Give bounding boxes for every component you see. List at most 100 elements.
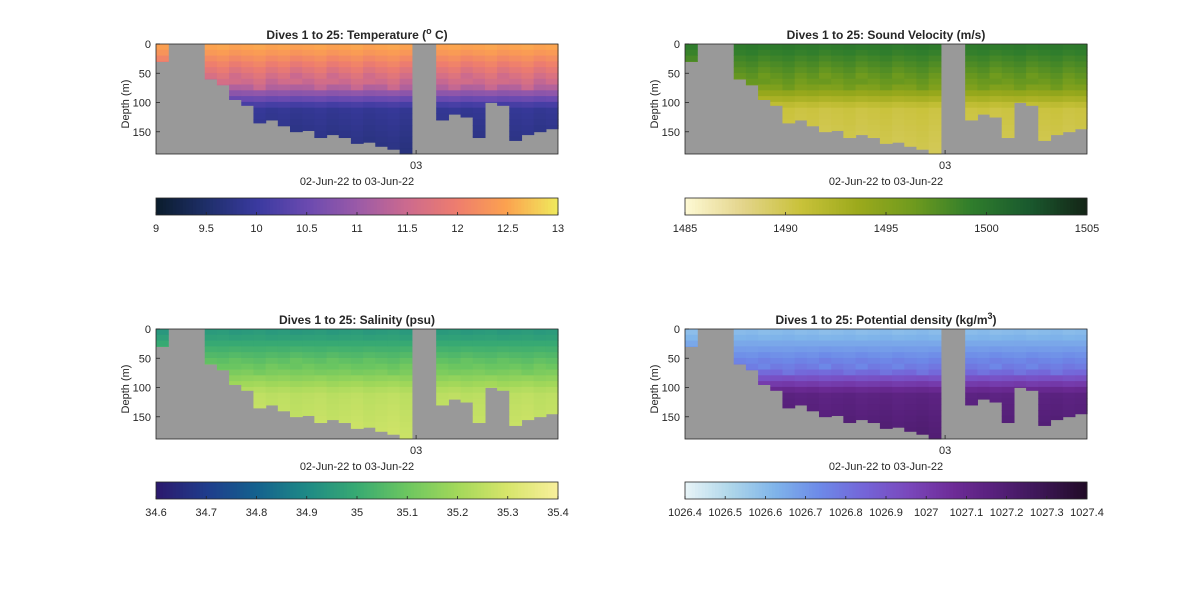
colorbar-segment (457, 482, 462, 499)
colorbar-segment (822, 482, 827, 499)
data-cell (533, 352, 547, 359)
colorbar-segment (333, 482, 338, 499)
data-cell (1050, 340, 1064, 347)
x-tick-label: 03 (939, 445, 951, 457)
colorbar-segment (718, 482, 723, 499)
data-cell (521, 67, 535, 74)
data-cell (843, 107, 857, 114)
data-cell (241, 44, 255, 51)
data-cell (521, 90, 535, 97)
colorbar-segment (1066, 482, 1071, 499)
data-cell (436, 96, 449, 103)
data-cell (533, 113, 547, 120)
data-cell (387, 357, 401, 365)
colorbar-segment (792, 198, 797, 215)
data-cell (460, 72, 474, 80)
colorbar-segment (450, 198, 455, 215)
data-cell (375, 55, 389, 62)
colorbar-segment (162, 198, 167, 215)
data-cell (904, 352, 918, 359)
data-cell (794, 329, 808, 336)
data-cell (375, 346, 389, 353)
colorbar-segment (1009, 482, 1014, 499)
data-cell (806, 375, 820, 382)
colorbar-segment (279, 482, 284, 499)
data-cell (977, 49, 991, 56)
data-cell (204, 363, 218, 365)
colorbar-segment (360, 198, 365, 215)
data-cell (855, 375, 869, 382)
data-cell (497, 55, 510, 62)
colorbar-segment (413, 198, 418, 215)
colorbar-segment (735, 482, 740, 499)
data-cell (460, 334, 474, 341)
data-cell (253, 375, 267, 382)
colorbar-segment (912, 198, 917, 215)
data-cell (916, 78, 930, 85)
data-cell (855, 96, 869, 103)
colorbar-segment (410, 198, 415, 215)
data-cell (892, 352, 905, 359)
data-cell (879, 136, 893, 143)
y-axis-label: Depth (m) (649, 80, 661, 129)
data-cell (216, 363, 230, 370)
data-cell (831, 44, 844, 51)
data-cell (326, 72, 340, 80)
data-cell (806, 352, 820, 359)
colorbar-segment (731, 482, 736, 499)
colorbar-segment (959, 482, 964, 499)
data-cell (1038, 340, 1052, 347)
colorbar-segment (353, 198, 358, 215)
data-cell (1050, 49, 1064, 56)
data-cell (685, 329, 698, 336)
data-cell (1013, 101, 1027, 103)
data-cell (1026, 363, 1039, 370)
data-cell (387, 363, 401, 370)
data-cell (545, 84, 559, 91)
data-cell (253, 49, 267, 56)
colorbar-segment (330, 198, 335, 215)
data-cell (436, 340, 449, 347)
colorbar-segment (434, 482, 438, 499)
data-cell (265, 119, 279, 121)
data-cell (314, 421, 328, 424)
data-cell (399, 78, 413, 85)
data-cell (916, 101, 930, 109)
data-cell (277, 352, 291, 359)
data-cell (253, 101, 267, 109)
data-cell (1026, 386, 1039, 391)
data-cell (533, 119, 547, 126)
data-cell (855, 125, 869, 132)
data-cell (265, 386, 279, 394)
data-cell (363, 392, 376, 399)
data-cell (1038, 375, 1052, 382)
data-cell (855, 101, 869, 109)
data-cell (399, 72, 413, 80)
data-cell (375, 96, 389, 103)
colorbar-segment (859, 482, 864, 499)
data-cell (545, 72, 559, 80)
data-cell (521, 352, 535, 359)
data-cell (794, 392, 808, 399)
colorbar-segment (795, 198, 800, 215)
data-cell (253, 67, 267, 74)
data-cell (216, 78, 230, 85)
colorbar-segment (269, 198, 274, 215)
colorbar-segment (711, 482, 716, 499)
data-cell (892, 72, 905, 80)
colorbar-segment (999, 482, 1004, 499)
data-cell (484, 375, 498, 382)
data-cell (806, 96, 820, 103)
data-cell (509, 392, 523, 399)
data-cell (904, 415, 918, 423)
colorbar-segment (246, 198, 251, 215)
data-cell (904, 84, 918, 91)
data-cell (363, 44, 376, 51)
data-cell (916, 410, 930, 417)
data-cell (867, 352, 881, 359)
data-cell (1062, 107, 1076, 114)
colorbar-segment (1020, 198, 1024, 215)
data-cell (843, 398, 857, 405)
data-cell (229, 334, 242, 341)
data-cell (290, 113, 303, 120)
